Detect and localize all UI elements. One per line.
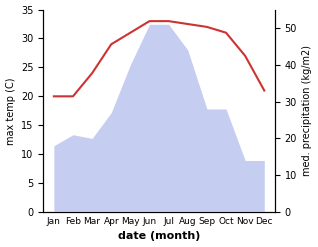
X-axis label: date (month): date (month) — [118, 231, 200, 242]
Y-axis label: med. precipitation (kg/m2): med. precipitation (kg/m2) — [302, 45, 313, 176]
Y-axis label: max temp (C): max temp (C) — [5, 77, 16, 144]
